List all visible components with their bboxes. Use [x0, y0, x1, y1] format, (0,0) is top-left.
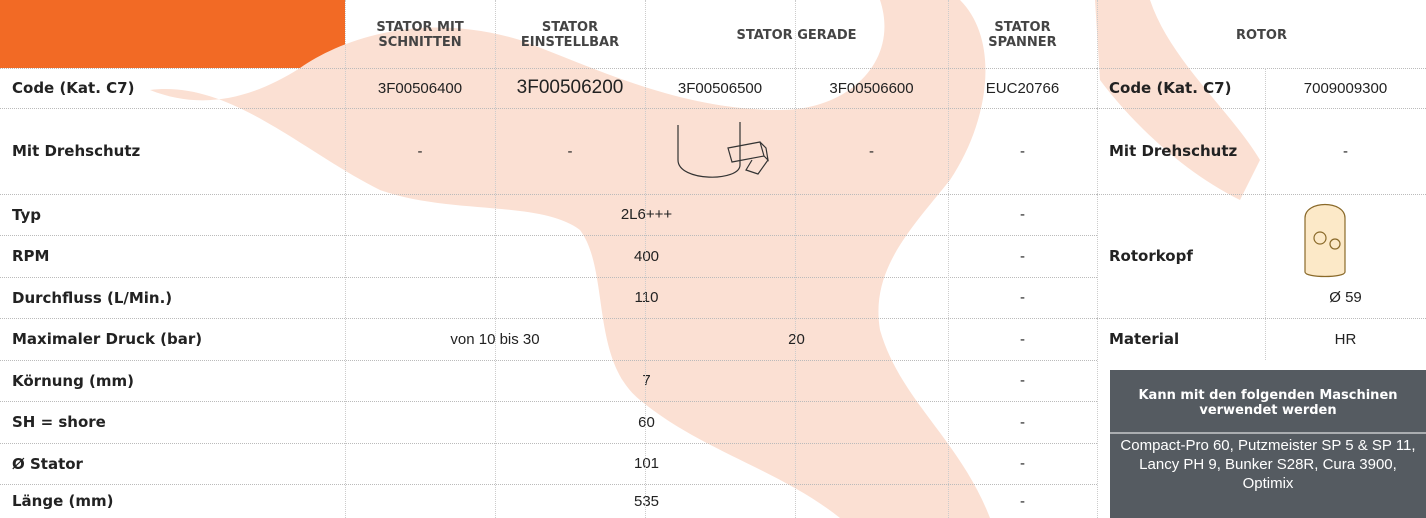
- row-divider: [0, 443, 1097, 444]
- cell-value: -: [1020, 206, 1025, 223]
- column-divider: [345, 0, 346, 518]
- cell-value: EUC20766: [985, 79, 1060, 97]
- cell-value: -: [567, 142, 573, 160]
- column-divider: [795, 0, 796, 518]
- cell-value: -: [1020, 372, 1025, 389]
- cell-value: 110: [634, 289, 659, 306]
- cell-value: -: [1020, 289, 1025, 306]
- cell-value: -: [1020, 492, 1025, 510]
- row-divider: [1097, 194, 1426, 195]
- cell-value: -: [1020, 330, 1025, 348]
- cell-value: -: [417, 142, 423, 160]
- column-header: STATOR GERADE: [736, 27, 857, 43]
- row-label: Durchfluss (L/Min.): [12, 288, 173, 307]
- column-header: STATOR MIT SCHNITTEN: [376, 20, 464, 50]
- compat-text: Compact-Pro 60, Putzmeister SP 5 & SP 11…: [1120, 437, 1416, 492]
- column-divider: [1097, 0, 1098, 518]
- cell-value: 400: [633, 247, 660, 265]
- cell-value: HR: [1334, 330, 1357, 348]
- row-divider: [0, 68, 1097, 69]
- row-divider: [0, 235, 1097, 236]
- compat-title: Kann mit den folgenden Maschinen verwend…: [1138, 387, 1398, 418]
- row-label: RPM: [12, 247, 50, 265]
- cell-value: 2L6+++: [620, 206, 673, 223]
- cell-value: -: [1343, 142, 1348, 160]
- column-divider: [1265, 68, 1266, 360]
- row-label: Code (Kat. C7): [1109, 79, 1232, 97]
- row-divider: [0, 401, 1097, 402]
- row-label: Ø Stator: [12, 454, 83, 473]
- column-header: STATOR EINSTELLBAR: [520, 20, 620, 50]
- cell-value: 60: [638, 413, 655, 431]
- cell-value: 3F00506600: [829, 79, 914, 97]
- row-divider: [0, 484, 1097, 485]
- cell-value: -: [1020, 413, 1025, 431]
- cell-value: 3F00506200: [516, 77, 624, 98]
- row-label: Typ: [12, 205, 41, 224]
- cell-value: 101: [633, 455, 660, 472]
- row-label: Mit Drehschutz: [12, 142, 141, 160]
- cell-value: 535: [633, 492, 660, 510]
- row-divider: [0, 108, 1097, 109]
- row-label: SH = shore: [12, 413, 106, 431]
- row-divider: [0, 360, 1097, 361]
- cell-value: von 10 bis 30: [450, 330, 540, 348]
- cell-value: 7: [642, 372, 651, 389]
- row-label: Material: [1109, 330, 1180, 348]
- cell-value: 3F00506500: [677, 79, 763, 97]
- cell-value: -: [869, 142, 874, 160]
- row-divider: [0, 194, 1097, 195]
- row-label: Länge (mm): [12, 492, 114, 510]
- column-header: ROTOR: [1236, 27, 1287, 43]
- row-label: Maximaler Druck (bar): [12, 330, 203, 348]
- cell-value: 20: [788, 330, 805, 348]
- row-divider: [1097, 108, 1426, 109]
- row-divider: [1097, 68, 1426, 69]
- cell-value: 7009009300: [1303, 79, 1388, 97]
- row-label: Mit Drehschutz: [1109, 142, 1238, 160]
- column-divider: [948, 0, 949, 518]
- row-label: Körnung (mm): [12, 371, 135, 390]
- row-label: Rotorkopf: [1109, 247, 1193, 265]
- column-divider: [645, 0, 646, 518]
- row-divider: [1097, 318, 1426, 319]
- row-divider: [0, 318, 1097, 319]
- column-divider: [495, 0, 496, 518]
- cell-value: Ø 59: [1329, 289, 1362, 306]
- column-header: STATOR SPANNER: [988, 20, 1057, 50]
- row-divider: [0, 277, 1097, 278]
- cell-value: -: [1020, 247, 1025, 265]
- cell-value: -: [1020, 455, 1025, 472]
- row-label: Code (Kat. C7): [12, 79, 135, 97]
- cell-value: -: [1020, 142, 1025, 160]
- cell-value: 3F00506400: [377, 79, 463, 97]
